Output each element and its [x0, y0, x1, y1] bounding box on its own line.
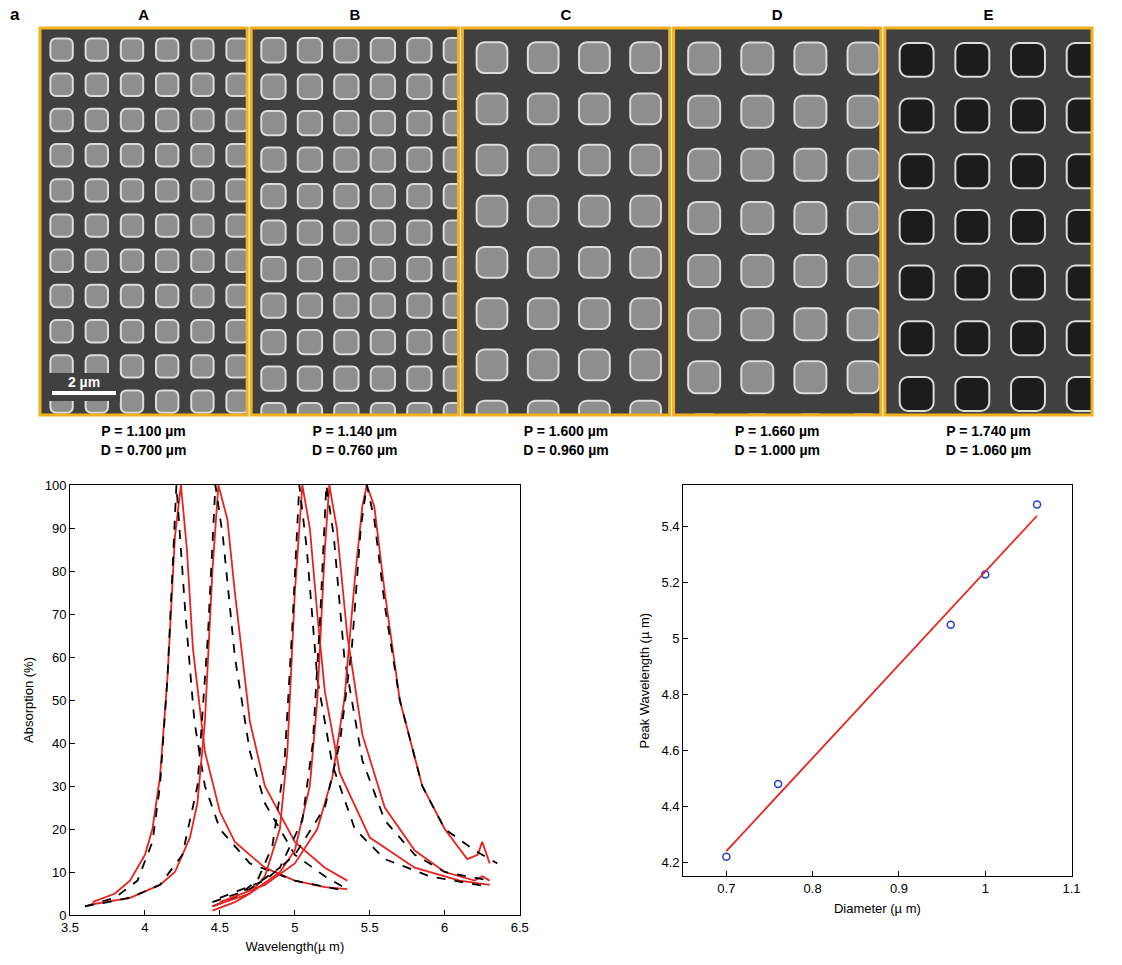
svg-text:P = 1.600 µm: P = 1.600 µm	[524, 423, 608, 439]
svg-text:D: D	[772, 6, 783, 23]
svg-text:70: 70	[52, 607, 66, 622]
svg-text:Diameter (µ m): Diameter (µ m)	[834, 901, 921, 916]
svg-text:1.1: 1.1	[1063, 881, 1081, 896]
svg-text:Peak Wavelength (µ m): Peak Wavelength (µ m)	[637, 613, 652, 749]
svg-text:D = 0.700 µm: D = 0.700 µm	[101, 442, 187, 458]
svg-text:40: 40	[52, 736, 66, 751]
svg-text:20: 20	[52, 822, 66, 837]
svg-text:D = 1.000 µm: D = 1.000 µm	[734, 442, 820, 458]
svg-text:80: 80	[52, 564, 66, 579]
svg-text:5: 5	[672, 631, 679, 646]
svg-text:4.4: 4.4	[662, 799, 680, 814]
svg-text:4: 4	[141, 920, 148, 935]
svg-text:D = 0.960 µm: D = 0.960 µm	[523, 442, 609, 458]
svg-text:30: 30	[52, 779, 66, 794]
svg-text:4.8: 4.8	[662, 687, 680, 702]
svg-text:60: 60	[52, 650, 66, 665]
svg-text:P = 1.100 µm: P = 1.100 µm	[101, 423, 185, 439]
svg-text:100: 100	[45, 478, 67, 493]
svg-text:D = 1.060 µm: D = 1.060 µm	[946, 442, 1032, 458]
svg-text:5.5: 5.5	[361, 920, 379, 935]
svg-text:0.9: 0.9	[890, 881, 908, 896]
svg-text:90: 90	[52, 521, 66, 536]
svg-text:0.8: 0.8	[804, 881, 822, 896]
svg-text:C: C	[561, 6, 572, 23]
svg-text:E: E	[983, 6, 993, 23]
svg-text:4.2: 4.2	[662, 855, 680, 870]
svg-text:D = 0.760 µm: D = 0.760 µm	[312, 442, 398, 458]
svg-text:P = 1.660 µm: P = 1.660 µm	[735, 423, 819, 439]
svg-text:4.5: 4.5	[211, 920, 229, 935]
svg-text:1: 1	[982, 881, 989, 896]
svg-text:a: a	[10, 5, 20, 24]
svg-text:6: 6	[441, 920, 448, 935]
svg-text:2 µm: 2 µm	[68, 374, 100, 390]
svg-text:P = 1.740 µm: P = 1.740 µm	[946, 423, 1030, 439]
svg-text:0.7: 0.7	[717, 881, 735, 896]
svg-text:B: B	[349, 6, 360, 23]
svg-text:3.5: 3.5	[61, 920, 79, 935]
svg-text:5.4: 5.4	[662, 519, 680, 534]
svg-text:Wavelength(µ m): Wavelength(µ m)	[245, 939, 344, 954]
svg-text:P = 1.140 µm: P = 1.140 µm	[313, 423, 397, 439]
svg-text:4.6: 4.6	[662, 743, 680, 758]
svg-text:Absorption (%): Absorption (%)	[21, 657, 36, 743]
svg-text:10: 10	[52, 865, 66, 880]
svg-text:0: 0	[59, 908, 66, 923]
svg-text:6.5: 6.5	[511, 920, 529, 935]
svg-text:5.2: 5.2	[662, 575, 680, 590]
svg-text:A: A	[138, 6, 149, 23]
svg-text:50: 50	[52, 693, 66, 708]
svg-text:5: 5	[291, 920, 298, 935]
